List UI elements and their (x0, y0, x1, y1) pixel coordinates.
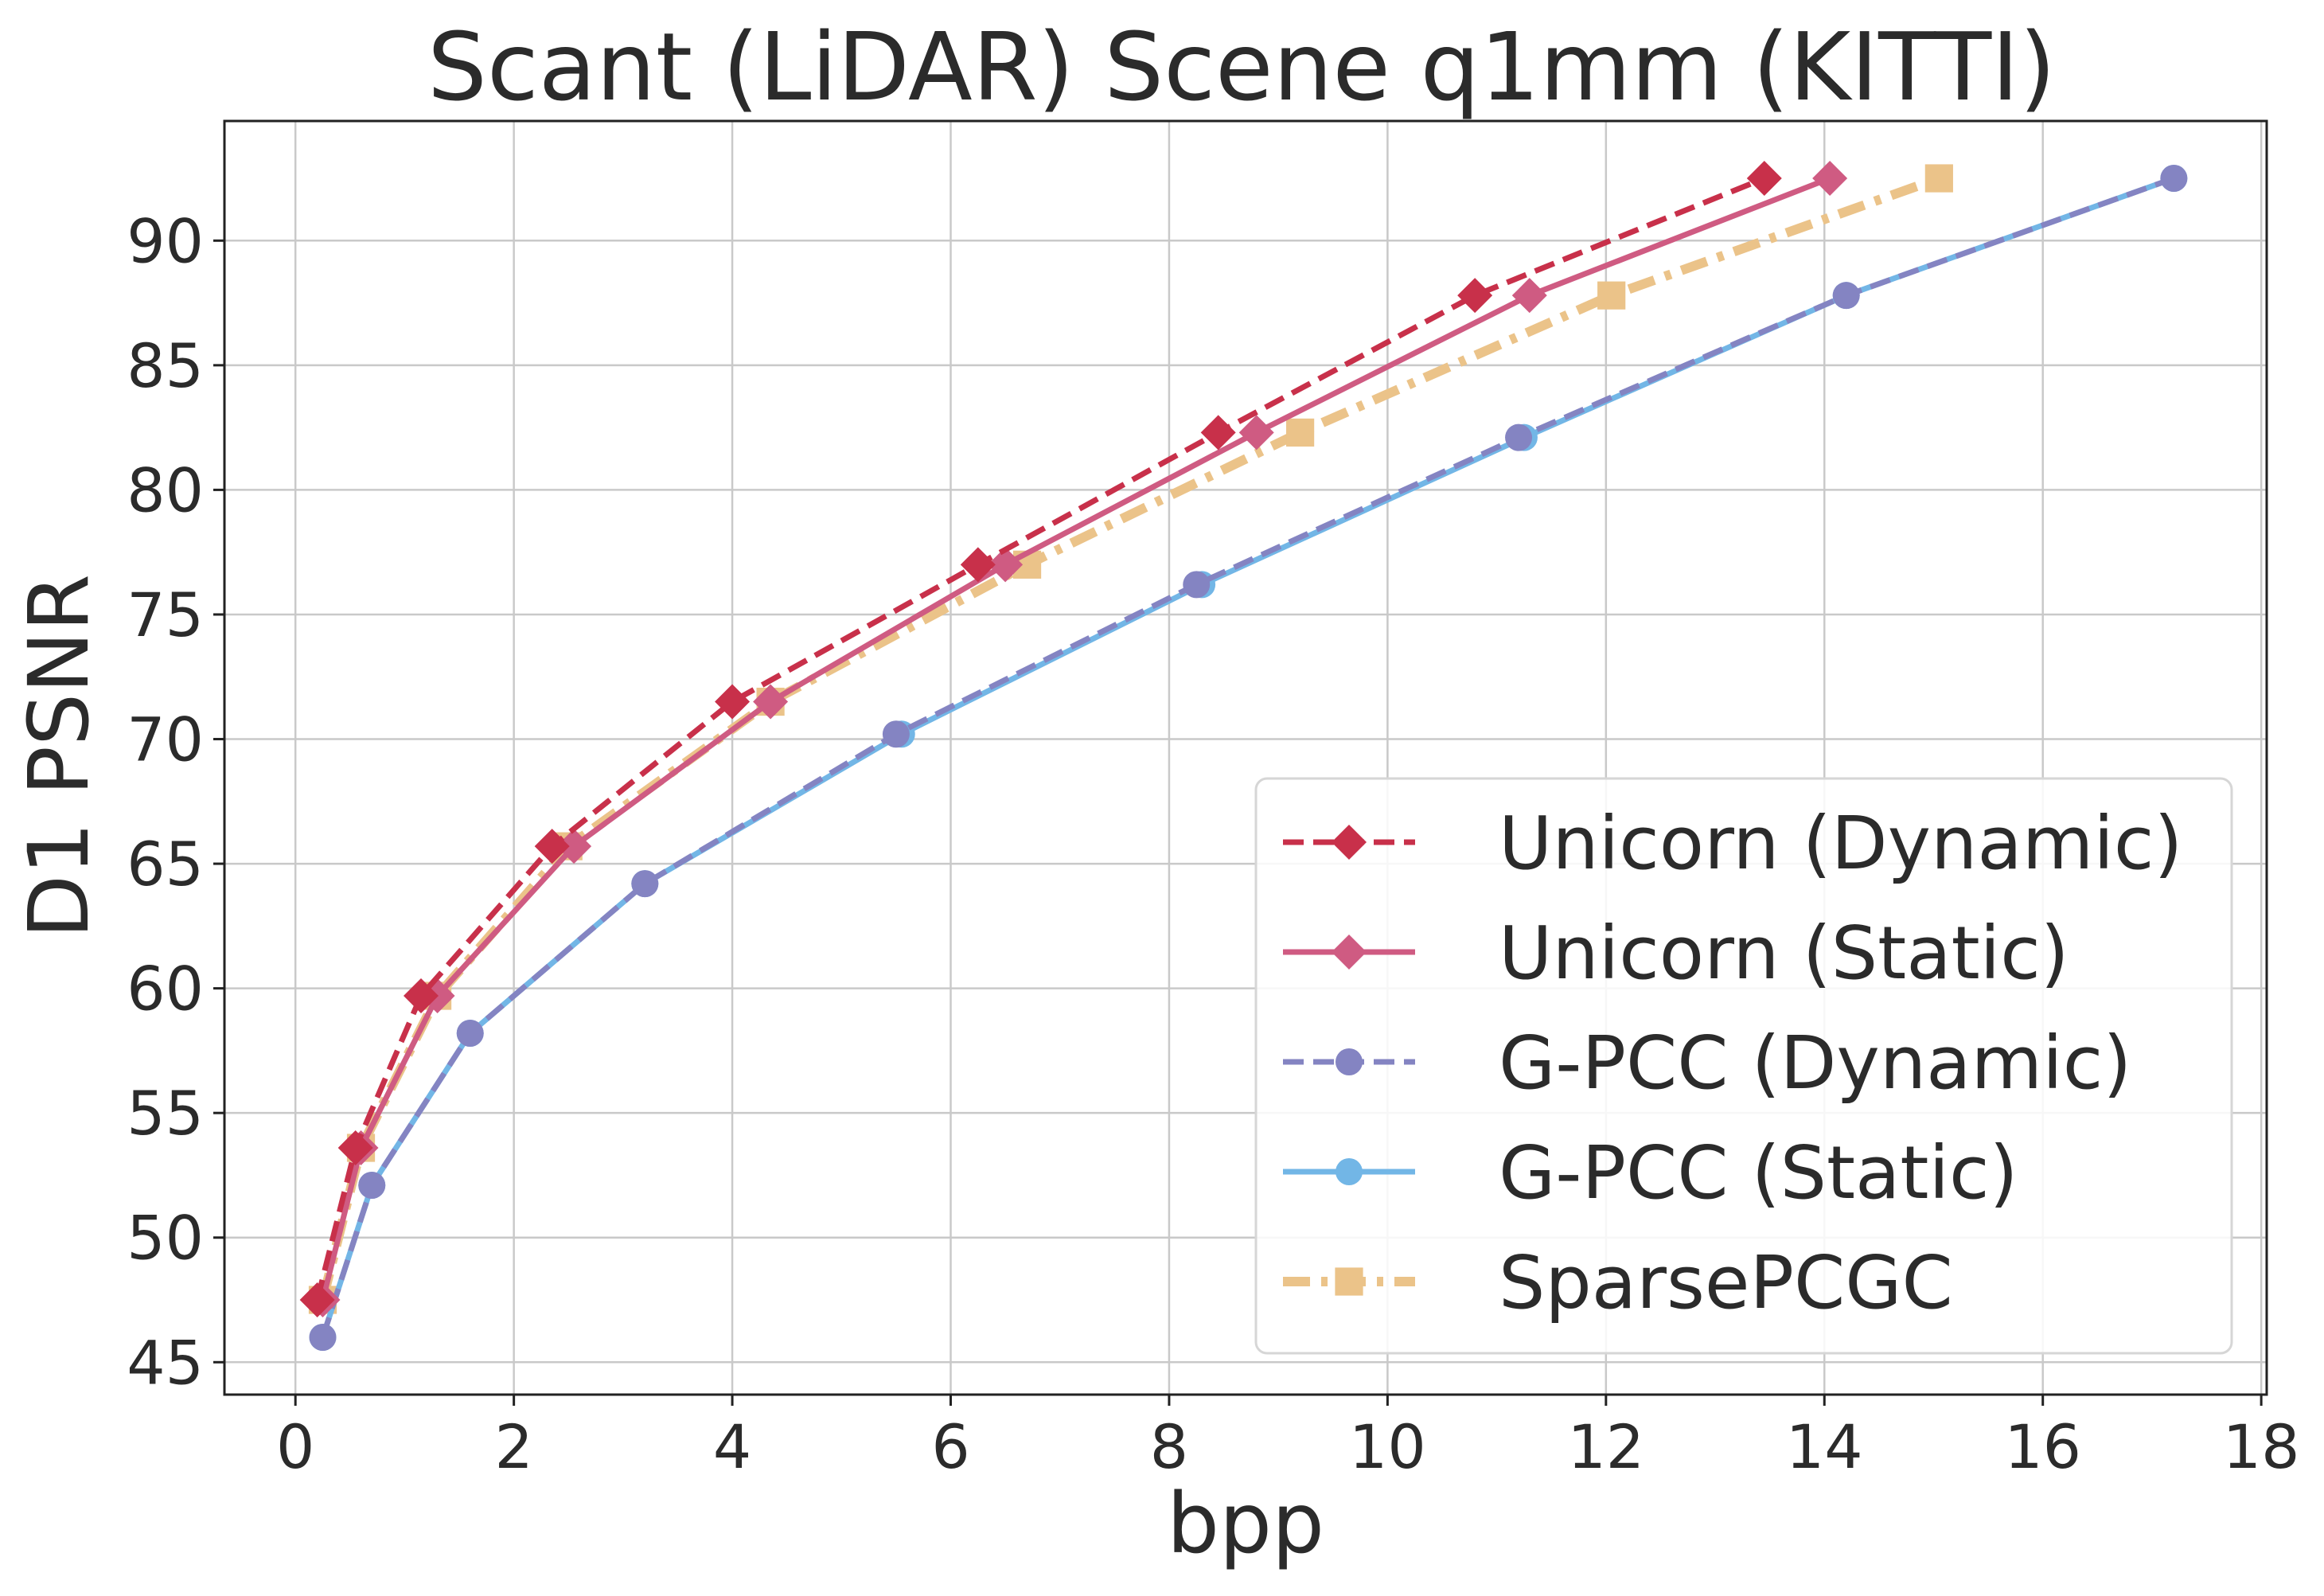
y-tick-label: 80 (127, 455, 204, 525)
data-point (2160, 165, 2188, 193)
data-point (882, 720, 910, 748)
data-point (988, 547, 1024, 583)
data-point (1924, 164, 1953, 193)
grid (224, 121, 2267, 1395)
x-tick-label: 18 (2223, 1411, 2300, 1482)
data-point (309, 1323, 337, 1351)
data-point (1200, 415, 1236, 451)
legend-box (1254, 777, 2233, 1355)
x-tick-label: 6 (931, 1411, 969, 1482)
x-tick-label: 12 (1567, 1411, 1644, 1482)
y-axis-label: D1 PSNR (10, 574, 107, 938)
data-point (1832, 282, 1860, 310)
x-tick-label: 8 (1150, 1411, 1188, 1482)
data-point (960, 547, 996, 583)
data-point (631, 870, 659, 898)
legend-marker (1336, 1048, 1363, 1075)
x-tick-label: 16 (2004, 1411, 2081, 1482)
y-tick-label: 70 (127, 704, 204, 775)
x-tick-label: 14 (1786, 1411, 1863, 1482)
data-point (1505, 423, 1533, 451)
series-line (314, 175, 1766, 1301)
data-point (556, 829, 592, 864)
data-point (403, 978, 439, 1014)
data-point (299, 1282, 335, 1318)
legend-label: Unicorn (Static) (1499, 911, 2069, 996)
data-point (358, 1171, 386, 1199)
series-unicorn-dynamic (299, 161, 1782, 1318)
data-point (1511, 278, 1547, 314)
legend-entry: Unicorn (Dynamic) (1283, 801, 2182, 886)
data-point (534, 829, 570, 864)
y-tick-label: 45 (127, 1327, 204, 1398)
data-point (456, 1019, 484, 1047)
legend-marker (1336, 1158, 1363, 1185)
legend-entry: G-PCC (Static) (1283, 1130, 2018, 1216)
y-tick-label: 60 (127, 954, 204, 1024)
x-axis-label: bpp (1167, 1475, 1324, 1572)
data-point (1457, 278, 1493, 314)
y-tick-label: 65 (127, 829, 204, 899)
x-tick-label: 10 (1349, 1411, 1426, 1482)
legend-label: G-PCC (Static) (1499, 1130, 2018, 1216)
data-point (715, 684, 751, 720)
series-layer (299, 161, 2188, 1351)
y-tick-label: 85 (127, 330, 204, 401)
legend-entry: G-PCC (Dynamic) (1283, 1020, 2131, 1106)
plot-frame (223, 119, 2268, 1396)
data-point (1286, 418, 1315, 447)
legend-label: Unicorn (Dynamic) (1499, 801, 2182, 886)
legend-marker (1332, 935, 1367, 970)
y-tick-label: 90 (127, 205, 204, 276)
data-point (1183, 571, 1211, 599)
y-tick-label: 50 (127, 1203, 204, 1274)
data-point (1746, 161, 1782, 197)
data-point (1238, 415, 1274, 451)
ticks: 0 2 4 6 8 10 12 14 16 18 45 50 55 60 65 70 75 80 85 90 (127, 205, 2299, 1482)
legend-marker (1335, 1267, 1363, 1296)
data-point (753, 684, 789, 720)
legend: Unicorn (Dynamic) Unicorn (Static) G-PCC (… (1254, 777, 2233, 1355)
x-tick-label: 4 (713, 1411, 751, 1482)
legend-entry: Unicorn (Static) (1283, 911, 2069, 996)
x-tick-label: 0 (276, 1411, 314, 1482)
data-point (337, 1130, 373, 1166)
x-tick-label: 2 (494, 1411, 532, 1482)
legend-label: SparsePCGC (1499, 1240, 1953, 1325)
legend-entry: SparsePCGC (1283, 1240, 1953, 1325)
legend-marker (1332, 825, 1367, 860)
legend-label: G-PCC (Dynamic) (1499, 1020, 2131, 1106)
data-point (1812, 161, 1848, 197)
y-tick-label: 75 (127, 579, 204, 650)
y-tick-label: 55 (127, 1078, 204, 1149)
chart-title: Scant (LiDAR) Scene q1mm (KITTI) (427, 12, 2056, 122)
series-g-pcc-dynamic (309, 165, 2188, 1351)
data-point (1597, 281, 1626, 310)
